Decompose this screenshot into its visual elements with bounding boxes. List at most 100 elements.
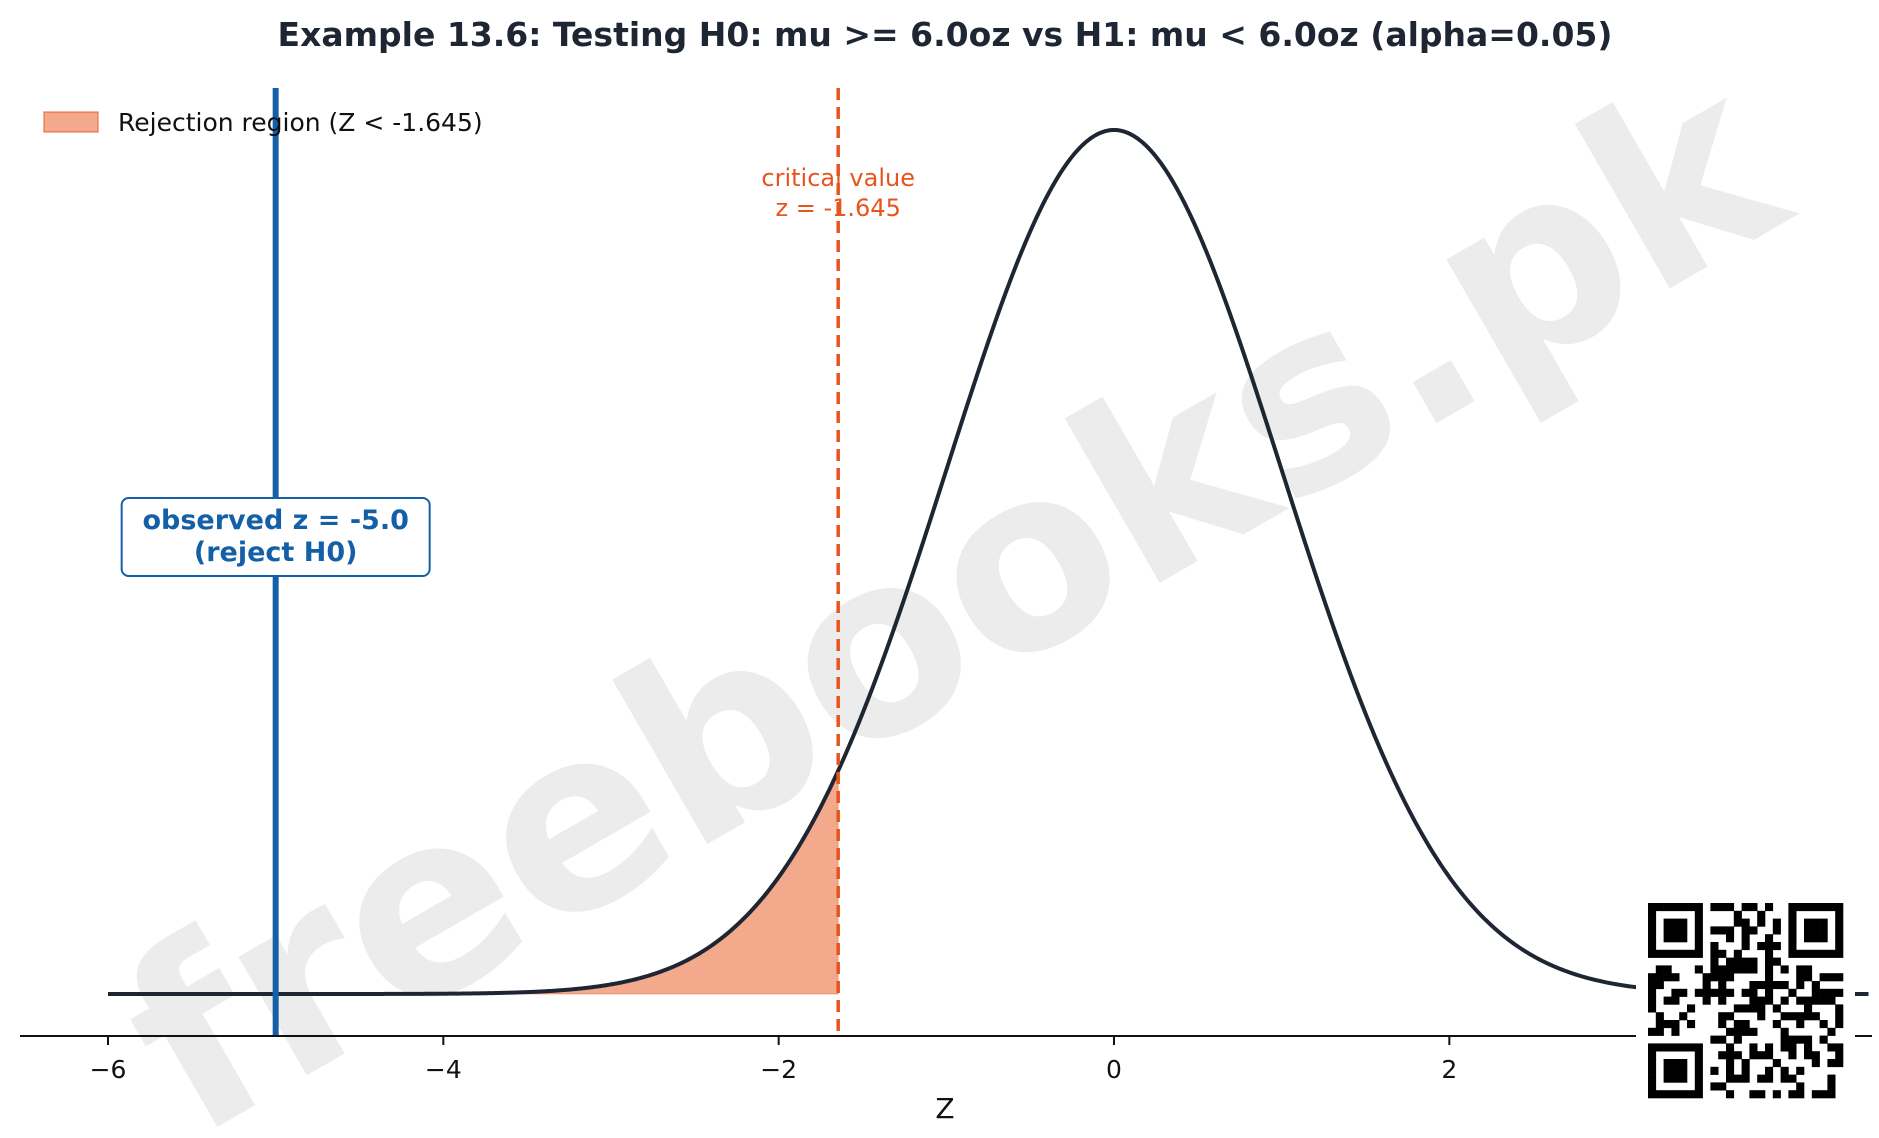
qr-module: [1780, 1066, 1789, 1075]
qr-module: [1788, 1043, 1797, 1052]
qr-module: [1648, 1004, 1657, 1013]
qr-module: [1757, 1012, 1766, 1021]
x-axis-ticks: −6 −4 −2 0 2: [90, 1036, 1457, 1084]
qr-module: [1811, 903, 1820, 912]
qr-module: [1835, 1012, 1844, 1021]
qr-module: [1765, 942, 1774, 951]
qr-module: [1710, 942, 1719, 951]
qr-module: [1655, 1020, 1664, 1029]
qr-module: [1733, 1020, 1742, 1029]
qr-module: [1741, 1004, 1750, 1013]
qr-module: [1788, 1051, 1797, 1060]
critical-value-label-line2: z = -1.645: [776, 194, 901, 222]
qr-module: [1827, 973, 1836, 982]
qr-module: [1772, 981, 1781, 990]
qr-module: [1835, 988, 1844, 997]
qr-module: [1710, 1035, 1719, 1044]
qr-module: [1694, 949, 1703, 958]
qr-module: [1718, 1035, 1727, 1044]
qr-module: [1694, 1043, 1703, 1052]
qr-module: [1804, 926, 1813, 935]
x-tick-label: 2: [1441, 1055, 1457, 1084]
qr-module: [1835, 1051, 1844, 1060]
qr-module: [1733, 1027, 1742, 1036]
qr-module: [1648, 903, 1657, 912]
qr-module: [1733, 1074, 1742, 1083]
qr-module: [1788, 949, 1797, 958]
qr-module: [1788, 934, 1797, 943]
qr-module: [1648, 1066, 1657, 1075]
qr-module: [1733, 910, 1742, 919]
qr-module: [1741, 934, 1750, 943]
qr-module: [1733, 957, 1742, 966]
qr-module: [1788, 903, 1797, 912]
qr-module: [1663, 996, 1672, 1005]
qr-module: [1757, 918, 1766, 927]
qr-module: [1648, 1090, 1657, 1099]
qr-module: [1749, 1004, 1758, 1013]
qr-module: [1710, 957, 1719, 966]
qr-module: [1679, 949, 1688, 958]
qr-module: [1757, 1004, 1766, 1013]
qr-module: [1694, 1074, 1703, 1083]
qr-module: [1827, 903, 1836, 912]
qr-module: [1827, 1027, 1836, 1036]
qr-module: [1811, 988, 1820, 997]
qr-module: [1726, 1043, 1735, 1052]
qr-module: [1765, 981, 1774, 990]
qr-module: [1749, 957, 1758, 966]
qr-module: [1718, 1020, 1727, 1029]
qr-module: [1726, 1090, 1735, 1099]
qr-module: [1811, 926, 1820, 935]
qr-module: [1694, 965, 1703, 974]
qr-module: [1694, 934, 1703, 943]
qr-module: [1663, 1074, 1672, 1083]
qr-module: [1671, 934, 1680, 943]
qr-module: [1718, 949, 1727, 958]
qr-module: [1694, 1082, 1703, 1091]
qr-module: [1749, 1051, 1758, 1060]
qr-module: [1765, 996, 1774, 1005]
qr-module: [1796, 1035, 1805, 1044]
qr-module: [1780, 965, 1789, 974]
qr-module: [1749, 1090, 1758, 1099]
qr-module: [1804, 1012, 1813, 1021]
qr-module: [1679, 926, 1688, 935]
chart-title: Example 13.6: Testing H0: mu >= 6.0oz vs…: [278, 15, 1613, 54]
qr-module: [1726, 988, 1735, 997]
qr-module: [1671, 988, 1680, 997]
qr-module: [1765, 973, 1774, 982]
density-curve-layer: [108, 127, 1869, 996]
qr-module: [1694, 1051, 1703, 1060]
legend-label: Rejection region (Z < -1.645): [118, 108, 483, 137]
qr-module: [1671, 1074, 1680, 1083]
qr-module: [1749, 988, 1758, 997]
qr-module: [1718, 973, 1727, 982]
qr-module: [1741, 1066, 1750, 1075]
qr-module: [1663, 965, 1672, 974]
critical-value-label-line1: critical value: [761, 164, 915, 192]
qr-module: [1804, 1035, 1813, 1044]
qr-module: [1679, 1090, 1688, 1099]
qr-module: [1757, 1051, 1766, 1060]
qr-module: [1749, 1043, 1758, 1052]
qr-module: [1726, 1012, 1735, 1021]
qr-module: [1804, 1043, 1813, 1052]
qr-module: [1796, 949, 1805, 958]
qr-module: [1663, 1066, 1672, 1075]
qr-module: [1710, 903, 1719, 912]
qr-module: [1648, 949, 1657, 958]
qr-module: [1679, 934, 1688, 943]
qr-module: [1726, 1066, 1735, 1075]
qr-module: [1827, 949, 1836, 958]
qr-module: [1671, 973, 1680, 982]
qr-module: [1694, 918, 1703, 927]
qr-module: [1694, 988, 1703, 997]
qr-module: [1679, 1059, 1688, 1068]
qr-code-icon: [1636, 891, 1855, 1110]
legend-swatch: [43, 111, 99, 133]
qr-module: [1796, 1082, 1805, 1091]
qr-module: [1835, 903, 1844, 912]
qr-module: [1726, 965, 1735, 974]
